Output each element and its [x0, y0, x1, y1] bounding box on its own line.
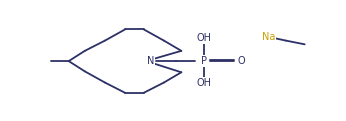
Text: O: O	[238, 56, 246, 66]
Text: OH: OH	[197, 33, 212, 43]
Text: N: N	[147, 56, 154, 66]
Text: OH: OH	[197, 78, 212, 88]
Text: P: P	[201, 56, 207, 66]
Text: Na: Na	[262, 32, 275, 42]
